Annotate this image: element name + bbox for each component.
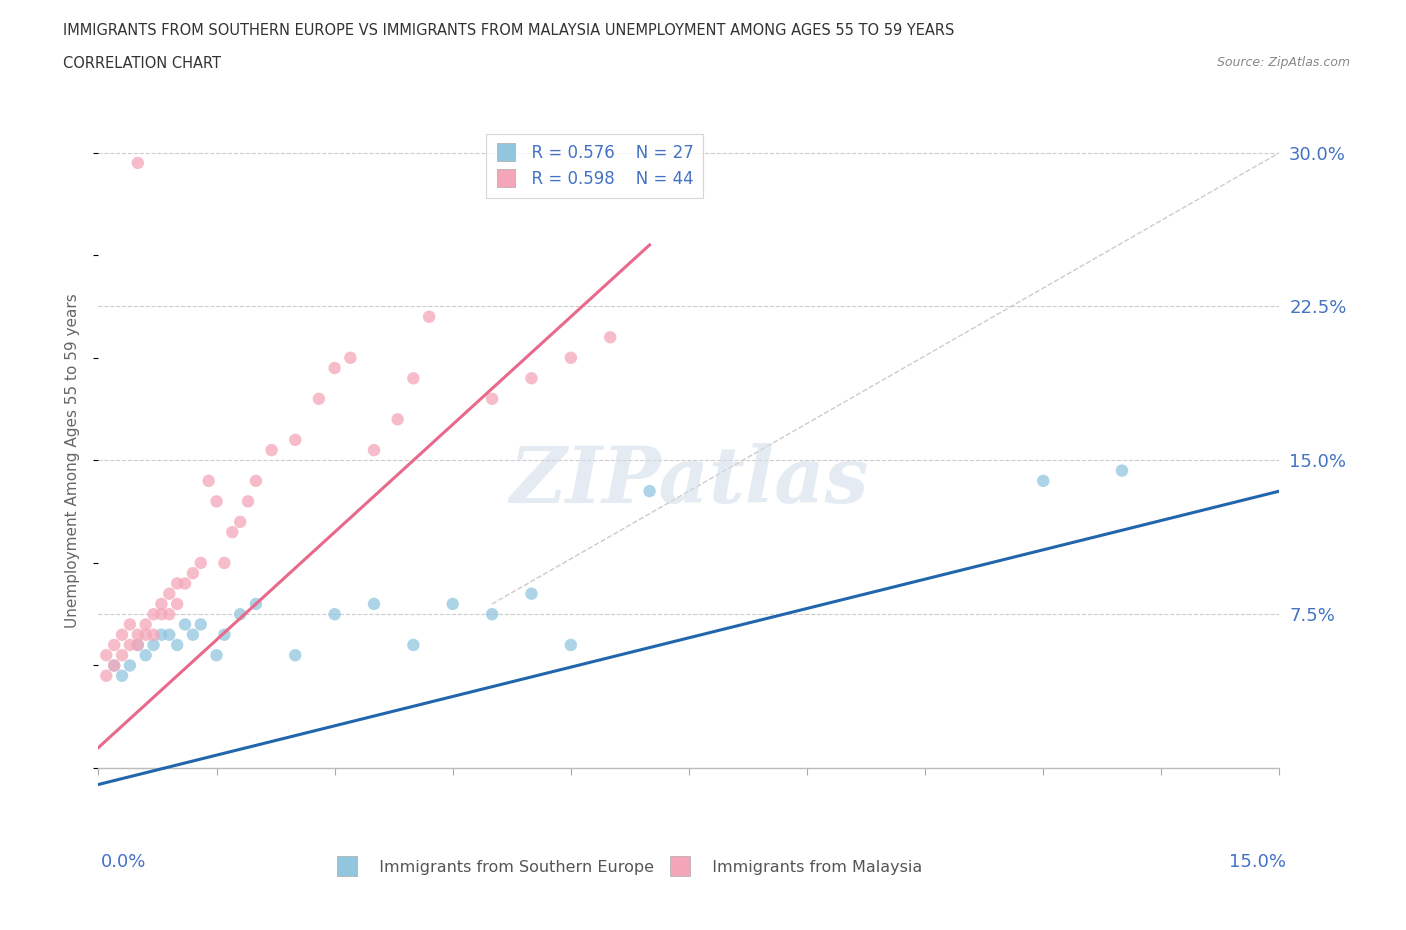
Point <box>638 484 661 498</box>
Point <box>157 628 180 643</box>
Point <box>481 392 503 406</box>
Point <box>229 514 252 529</box>
Point <box>157 586 180 601</box>
Point <box>157 606 180 621</box>
Text: ZIPatlas: ZIPatlas <box>509 443 869 520</box>
Point <box>441 596 464 611</box>
Point <box>135 628 157 643</box>
Point <box>174 576 197 591</box>
Point <box>387 412 409 427</box>
Text: IMMIGRANTS FROM SOUTHERN EUROPE VS IMMIGRANTS FROM MALAYSIA UNEMPLOYMENT AMONG A: IMMIGRANTS FROM SOUTHERN EUROPE VS IMMIG… <box>63 23 955 38</box>
Point <box>229 606 252 621</box>
Point <box>127 155 149 170</box>
Point <box>103 638 125 653</box>
Point <box>1111 463 1133 478</box>
Point <box>150 628 173 643</box>
Point <box>127 628 149 643</box>
Point <box>599 330 621 345</box>
Point <box>236 494 259 509</box>
Point <box>481 606 503 621</box>
Point <box>111 669 134 684</box>
Point <box>127 638 149 653</box>
Point <box>142 638 165 653</box>
Point <box>190 617 212 631</box>
Point <box>150 596 173 611</box>
Point <box>127 638 149 653</box>
Y-axis label: Unemployment Among Ages 55 to 59 years: Unemployment Among Ages 55 to 59 years <box>65 293 80 628</box>
Point <box>205 648 228 663</box>
Point <box>284 432 307 447</box>
Point <box>402 638 425 653</box>
Point <box>166 638 188 653</box>
Point <box>308 392 330 406</box>
Point <box>111 648 134 663</box>
Point <box>135 617 157 631</box>
Point <box>363 596 385 611</box>
Point <box>339 351 361 365</box>
Point <box>323 606 346 621</box>
Point <box>363 443 385 458</box>
Point <box>245 596 267 611</box>
Point <box>111 628 134 643</box>
Point <box>181 628 204 643</box>
Point <box>560 351 582 365</box>
Point <box>418 310 440 325</box>
Point <box>214 628 236 643</box>
Text: Source: ZipAtlas.com: Source: ZipAtlas.com <box>1216 56 1350 69</box>
Point <box>221 525 243 539</box>
Point <box>96 669 118 684</box>
Point <box>166 576 188 591</box>
Point <box>260 443 283 458</box>
Point <box>118 658 141 673</box>
Point <box>323 361 346 376</box>
Point <box>103 658 125 673</box>
Point <box>197 473 219 488</box>
Point <box>214 555 236 570</box>
Point <box>520 371 543 386</box>
Point <box>135 648 157 663</box>
Point <box>1032 473 1054 488</box>
Point <box>190 555 212 570</box>
Text: 0.0%: 0.0% <box>101 853 146 870</box>
Text: CORRELATION CHART: CORRELATION CHART <box>63 56 221 71</box>
Point <box>181 565 204 580</box>
Point <box>205 494 228 509</box>
Point <box>142 628 165 643</box>
Legend:   Immigrants from Southern Europe,   Immigrants from Malaysia: Immigrants from Southern Europe, Immigra… <box>330 854 929 882</box>
Point <box>284 648 307 663</box>
Point <box>245 473 267 488</box>
Point <box>118 638 141 653</box>
Point <box>150 606 173 621</box>
Point <box>142 606 165 621</box>
Point <box>520 586 543 601</box>
Point <box>103 658 125 673</box>
Point <box>560 638 582 653</box>
Point <box>174 617 197 631</box>
Point <box>96 648 118 663</box>
Text: 15.0%: 15.0% <box>1229 853 1286 870</box>
Point <box>402 371 425 386</box>
Point <box>166 596 188 611</box>
Point <box>118 617 141 631</box>
